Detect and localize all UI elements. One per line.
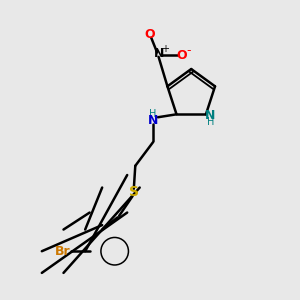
Text: O: O <box>177 49 188 62</box>
Text: Br: Br <box>55 245 71 258</box>
Text: +: + <box>161 44 169 54</box>
Text: H: H <box>207 117 214 127</box>
Text: H: H <box>149 109 157 119</box>
Text: N: N <box>148 114 158 127</box>
Text: S: S <box>129 185 139 199</box>
Text: -: - <box>187 44 191 57</box>
Text: N: N <box>153 47 164 60</box>
Text: N: N <box>205 109 215 122</box>
Text: O: O <box>144 28 155 41</box>
